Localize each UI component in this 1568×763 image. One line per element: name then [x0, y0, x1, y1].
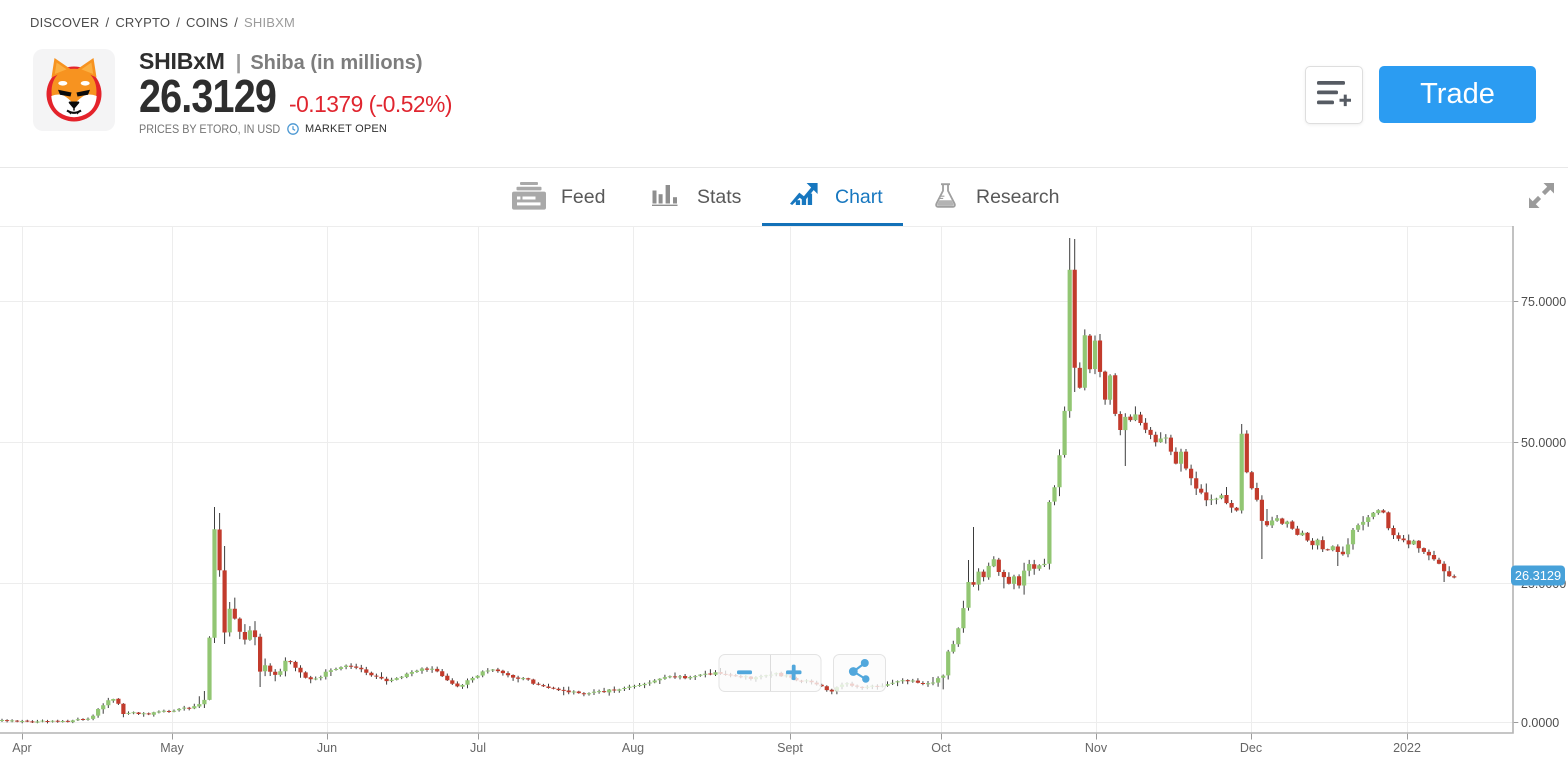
- svg-text:Aug: Aug: [622, 741, 644, 755]
- svg-text:May: May: [160, 741, 184, 755]
- svg-text:Apr: Apr: [12, 741, 31, 755]
- svg-text:Sept: Sept: [777, 741, 803, 755]
- svg-text:26.3129: 26.3129: [1515, 568, 1561, 583]
- svg-text:Dec: Dec: [1240, 741, 1262, 755]
- svg-text:Jul: Jul: [470, 741, 486, 755]
- svg-text:Oct: Oct: [931, 741, 951, 755]
- svg-text:Jun: Jun: [317, 741, 337, 755]
- svg-text:75.0000: 75.0000: [1521, 295, 1566, 309]
- svg-text:50.0000: 50.0000: [1521, 436, 1566, 450]
- svg-text:0.0000: 0.0000: [1521, 716, 1559, 730]
- svg-text:Nov: Nov: [1085, 741, 1108, 755]
- svg-text:2022: 2022: [1393, 741, 1421, 755]
